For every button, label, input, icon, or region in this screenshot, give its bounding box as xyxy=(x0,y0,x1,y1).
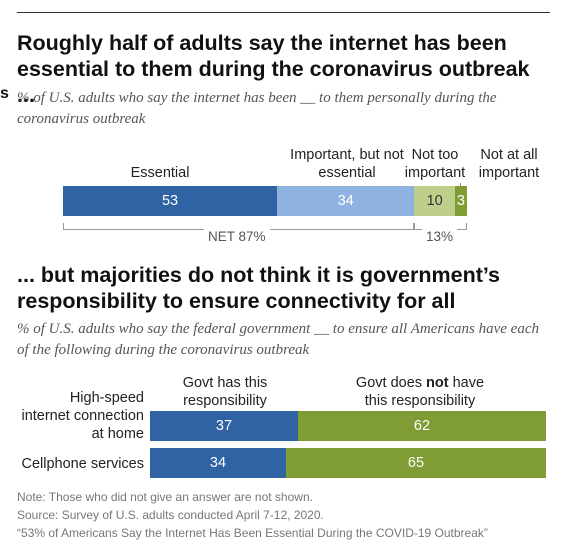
net-label-13: 13% xyxy=(422,229,458,245)
legend-govt-not: Govt does not have this responsibility xyxy=(340,374,500,410)
chart1-bar-value-label: 34 xyxy=(337,193,354,209)
chart1-subtitle: % of U.S. adults who say the internet ha… xyxy=(17,90,497,127)
category-line: internet connection xyxy=(21,408,144,424)
category-line: High-speed xyxy=(69,390,144,406)
net-label-87: NET 87% xyxy=(204,229,270,245)
chart2-row-cellphone-segment: 65 xyxy=(286,448,546,478)
chart1-bar-segment: 53 xyxy=(63,186,278,216)
report-title: “53% of Americans Say the Internet Has B… xyxy=(17,526,488,540)
chart2-row-cellphone-value-label: 34 xyxy=(209,455,227,471)
chart1-bar-segment: 3 xyxy=(454,186,467,216)
legend-govt-not-line2: this responsibility xyxy=(364,393,476,409)
chart2-row-internet-value-label: 62 xyxy=(413,418,431,434)
legend-govt-has-line2: responsibility xyxy=(183,393,267,409)
chart1-title: Roughly half of adults say the internet … xyxy=(17,31,530,107)
chart2-subtitle: % of U.S. adults who say the federal gov… xyxy=(17,321,539,358)
category-line: at home xyxy=(91,426,144,442)
chart1-bar-value-label: 10 xyxy=(426,193,443,209)
chart2-row-internet-segment: 62 xyxy=(298,411,546,441)
label-important: Important, but not essential xyxy=(290,147,404,181)
top-rule xyxy=(17,12,550,13)
legend-govt-has: Govt has this responsibility xyxy=(160,374,290,410)
legend-govt-has-line1: Govt has this xyxy=(182,375,268,391)
source-text: Source: Survey of U.S. adults conducted … xyxy=(17,508,324,522)
label-not-at-all: Not at all important xyxy=(478,147,540,181)
legend-govt-not-post: have xyxy=(448,375,485,391)
category-label-cellphone: Cellphone services xyxy=(21,456,144,472)
chart1-bar-segment: 34 xyxy=(277,186,415,216)
chart1-bar-value-label: 53 xyxy=(161,193,179,209)
label-essential: Essential xyxy=(130,165,190,181)
legend-govt-not-pre: Govt does xyxy=(355,375,427,391)
label-not-too: Not too important xyxy=(404,147,466,181)
chart2-row-cellphone-value-label: 65 xyxy=(407,455,425,471)
chart2-row-internet-segment: 37 xyxy=(150,411,298,441)
category-label-internet: High-speed internet connection at home xyxy=(17,389,144,443)
note-text: Note: Those who did not give an answer a… xyxy=(17,490,313,504)
chart2-title: ... but majorities do not think it is go… xyxy=(17,263,500,313)
chart1-bar-value-label: 3 xyxy=(456,193,465,209)
chart2-row-cellphone-segment: 34 xyxy=(150,448,286,478)
legend-govt-not-bold: not xyxy=(426,375,449,391)
chart1-bar-segment: 10 xyxy=(414,186,455,216)
cropped-edge-text: s xyxy=(0,85,9,102)
chart2-row-internet-value-label: 37 xyxy=(215,418,233,434)
